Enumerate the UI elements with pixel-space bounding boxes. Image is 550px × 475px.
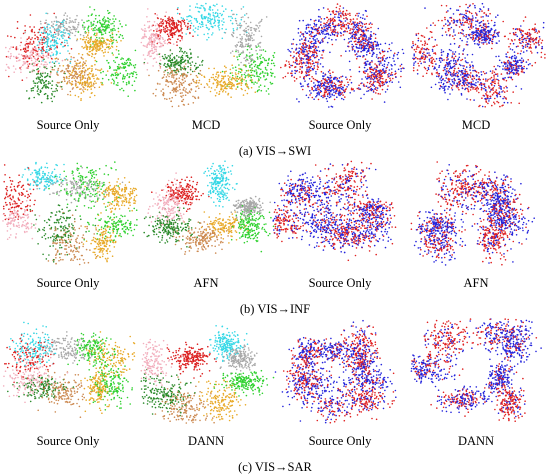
panel-label: Source Only xyxy=(308,118,372,132)
scatter-points xyxy=(274,319,397,424)
subfigure-caption: (b) VIS→INF xyxy=(239,302,311,316)
panel-label: MCD xyxy=(461,118,491,132)
panel-label: DANN xyxy=(457,434,495,448)
scatter-points xyxy=(2,321,136,418)
scatter-points xyxy=(140,2,276,108)
tsne-plot-by-domain xyxy=(272,2,408,108)
panel-label: Source Only xyxy=(308,276,372,290)
panel-label: MCD xyxy=(191,118,221,132)
scatter-points xyxy=(5,6,138,104)
panel-label: Source Only xyxy=(36,118,100,132)
panel-label: Source Only xyxy=(36,276,100,290)
scatter-points xyxy=(410,161,535,266)
scatter-points xyxy=(411,2,546,108)
scatter-points xyxy=(410,318,542,422)
tsne-plot-by-class xyxy=(2,160,138,266)
tsne-plot-by-domain xyxy=(272,318,408,424)
tsne-plot-by-domain xyxy=(410,160,546,266)
panel-label: Source Only xyxy=(308,434,372,448)
tsne-plot-by-domain xyxy=(272,160,408,266)
tsne-plot-by-domain xyxy=(410,318,546,424)
panel-label: AFN xyxy=(463,276,489,290)
tsne-plot-by-class xyxy=(2,2,138,108)
tsne-plot-by-class xyxy=(140,160,276,266)
panel-label: AFN xyxy=(193,276,219,290)
tsne-plot-by-domain xyxy=(410,2,546,108)
tsne-plot-by-class xyxy=(140,2,276,108)
scatter-points xyxy=(143,160,275,255)
tsne-plot-by-class xyxy=(2,318,138,424)
scatter-points xyxy=(140,325,275,424)
scatter-points xyxy=(272,160,397,262)
subfigure-caption: (c) VIS→SAR xyxy=(238,460,312,474)
scatter-points xyxy=(2,161,138,266)
panel-label: DANN xyxy=(187,434,225,448)
subfigure-caption: (a) VIS→SWI xyxy=(238,144,312,158)
scatter-points xyxy=(280,3,405,108)
tsne-plot-by-class xyxy=(140,318,276,424)
panel-label: Source Only xyxy=(36,434,100,448)
